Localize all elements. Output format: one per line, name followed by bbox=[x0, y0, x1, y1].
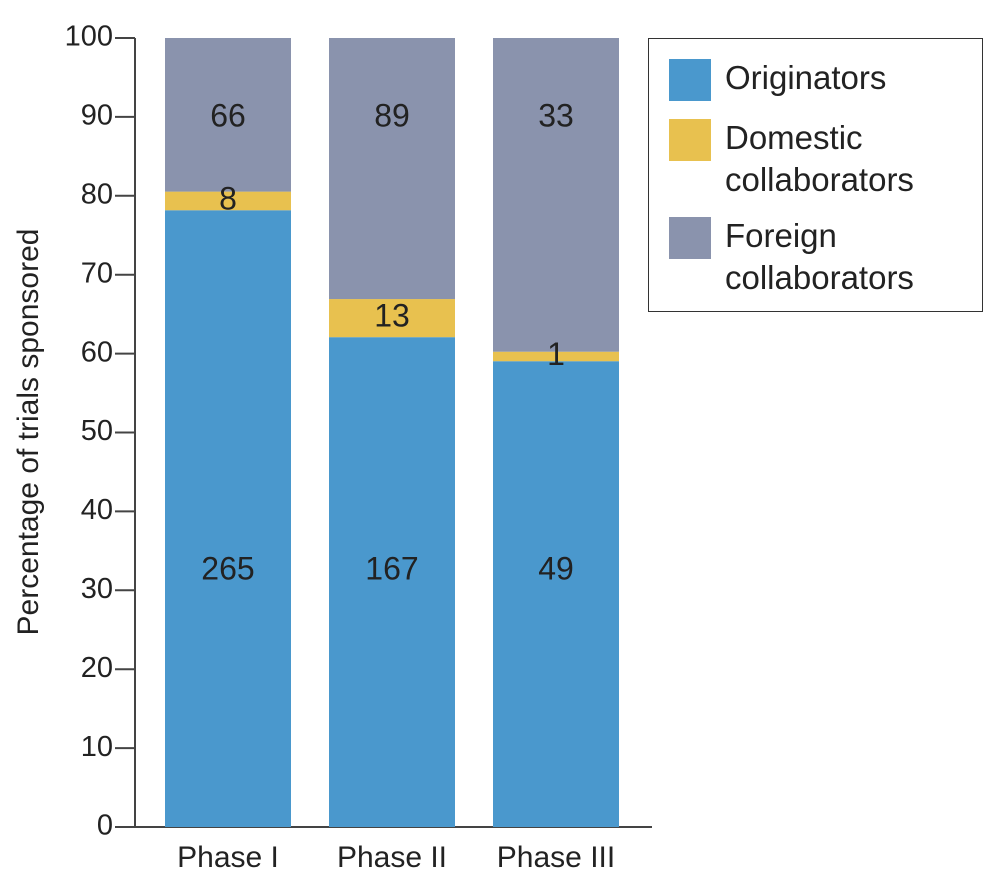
legend-label: Domestic collaborators bbox=[725, 119, 914, 198]
y-tick-label: 20 bbox=[81, 652, 113, 684]
bar-segment bbox=[165, 191, 291, 211]
bar-segment bbox=[493, 38, 619, 352]
bar-segment bbox=[493, 351, 619, 362]
y-tick-label: 80 bbox=[81, 178, 113, 210]
x-tick-label: Phase II bbox=[337, 841, 447, 874]
y-axis-title: Percentage of trials sponsored bbox=[12, 229, 45, 636]
legend: Originators Domestic collaborators Foreign… bbox=[648, 38, 983, 312]
legend-swatch bbox=[669, 217, 711, 259]
data-label: 265 bbox=[201, 550, 254, 586]
y-tick-label: 60 bbox=[81, 336, 113, 368]
bar-segment bbox=[165, 38, 291, 192]
legend-item: Originators bbox=[669, 57, 979, 101]
bar-segment bbox=[329, 337, 455, 827]
data-label: 13 bbox=[374, 298, 410, 334]
y-tick-label: 40 bbox=[81, 494, 113, 526]
legend-label: Foreign collaborators bbox=[725, 217, 914, 296]
y-tick-label: 90 bbox=[81, 100, 113, 132]
y-tick-label: 0 bbox=[97, 810, 113, 842]
data-label: 49 bbox=[538, 550, 574, 586]
y-tick-label: 10 bbox=[81, 731, 113, 763]
bar-segment bbox=[329, 299, 455, 338]
x-tick-label: Phase III bbox=[497, 841, 615, 874]
y-tick-label: 50 bbox=[81, 415, 113, 447]
bar-segment bbox=[165, 210, 291, 827]
legend-item: Foreign collaborators bbox=[669, 215, 979, 299]
y-tick-label: 30 bbox=[81, 573, 113, 605]
data-label: 167 bbox=[365, 550, 418, 586]
data-label: 33 bbox=[538, 97, 574, 133]
y-tick-label: 70 bbox=[81, 257, 113, 289]
legend-item: Domestic collaborators bbox=[669, 117, 979, 201]
data-label: 8 bbox=[219, 180, 237, 216]
bar-segment bbox=[493, 361, 619, 827]
y-tick-label: 100 bbox=[65, 21, 113, 53]
legend-swatch bbox=[669, 59, 711, 101]
legend-label: Originators bbox=[725, 59, 887, 96]
bar-segment bbox=[329, 38, 455, 300]
data-label: 66 bbox=[210, 97, 246, 133]
data-label: 1 bbox=[547, 336, 565, 372]
legend-swatch bbox=[669, 119, 711, 161]
x-tick-label: Phase I bbox=[177, 841, 279, 874]
data-label: 89 bbox=[374, 97, 410, 133]
